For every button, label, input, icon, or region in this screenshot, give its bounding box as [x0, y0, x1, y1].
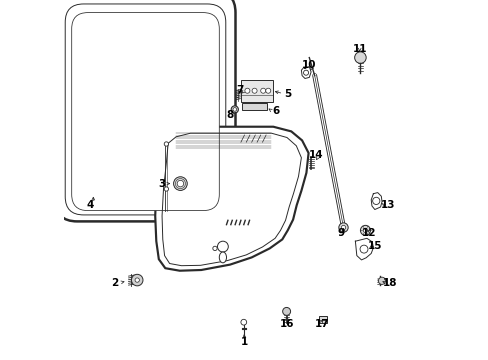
- Text: 5: 5: [284, 89, 291, 99]
- Text: 7: 7: [236, 85, 244, 95]
- Text: 4: 4: [86, 200, 94, 210]
- Text: 18: 18: [382, 278, 397, 288]
- Circle shape: [338, 223, 347, 232]
- Circle shape: [241, 319, 246, 325]
- Circle shape: [372, 197, 379, 204]
- Text: 12: 12: [361, 228, 375, 238]
- Circle shape: [231, 106, 238, 113]
- Text: 2: 2: [111, 278, 118, 288]
- Polygon shape: [155, 127, 308, 271]
- Circle shape: [212, 246, 217, 251]
- Text: 15: 15: [367, 240, 381, 251]
- FancyBboxPatch shape: [72, 13, 219, 211]
- Text: 10: 10: [302, 60, 316, 70]
- Text: 17: 17: [314, 319, 329, 329]
- Text: 9: 9: [337, 228, 344, 238]
- Circle shape: [359, 245, 367, 253]
- Bar: [241, 80, 272, 102]
- Text: 14: 14: [308, 150, 323, 160]
- Circle shape: [232, 108, 236, 111]
- Circle shape: [135, 278, 139, 282]
- Text: 13: 13: [381, 200, 395, 210]
- Circle shape: [363, 228, 367, 233]
- Text: 6: 6: [272, 106, 279, 116]
- Text: 8: 8: [226, 110, 233, 120]
- FancyBboxPatch shape: [65, 4, 225, 215]
- Circle shape: [164, 142, 168, 146]
- Circle shape: [217, 241, 228, 252]
- Circle shape: [303, 70, 308, 75]
- Text: 16: 16: [279, 319, 294, 329]
- Circle shape: [177, 180, 183, 187]
- Circle shape: [251, 88, 257, 93]
- Circle shape: [260, 88, 265, 93]
- Circle shape: [282, 307, 290, 315]
- Circle shape: [164, 187, 168, 191]
- Circle shape: [131, 274, 142, 286]
- Text: 1: 1: [241, 337, 247, 347]
- Ellipse shape: [219, 252, 226, 263]
- Bar: [319, 316, 326, 323]
- Text: 11: 11: [352, 44, 366, 54]
- Circle shape: [341, 225, 345, 230]
- Text: 3: 3: [158, 179, 165, 189]
- FancyBboxPatch shape: [55, 0, 235, 221]
- Circle shape: [173, 177, 187, 190]
- Bar: [241, 103, 266, 110]
- Circle shape: [265, 88, 270, 93]
- Circle shape: [360, 225, 370, 235]
- Circle shape: [378, 277, 385, 284]
- Circle shape: [354, 52, 366, 63]
- Circle shape: [244, 88, 249, 93]
